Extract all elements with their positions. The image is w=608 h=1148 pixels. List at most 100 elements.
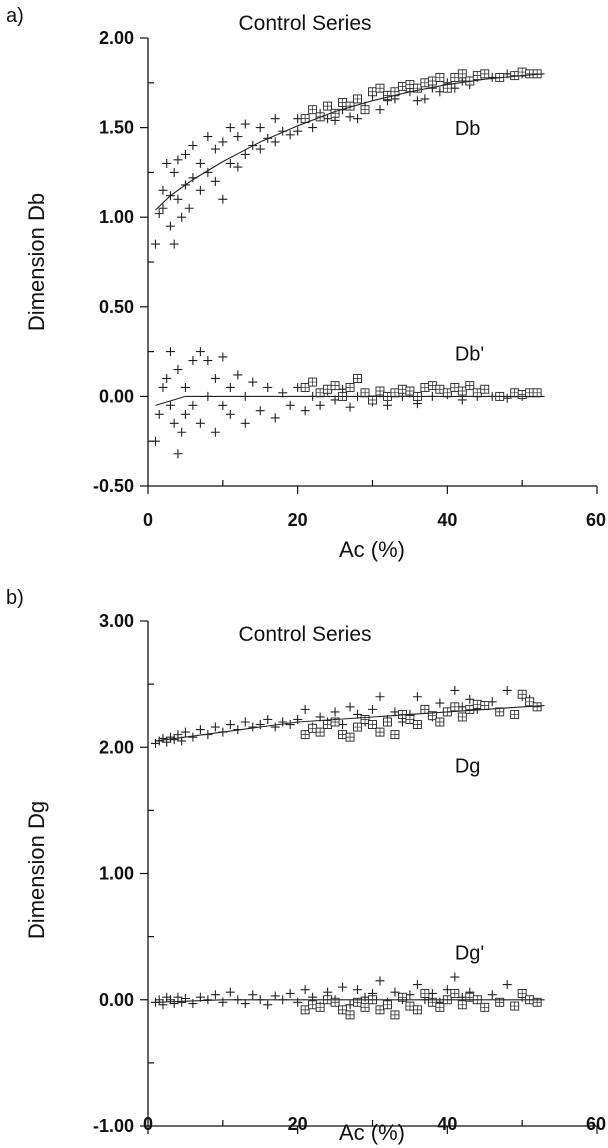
data-point-plus: [308, 123, 318, 133]
data-point-box: [345, 1010, 355, 1020]
data-point-box: [383, 717, 392, 727]
data-point-plus: [285, 130, 295, 140]
data-point-box: [330, 717, 340, 727]
data-point-plus: [154, 409, 164, 419]
series-label: Dg': [455, 942, 484, 964]
data-point-plus: [177, 997, 187, 1007]
x-tick-label: 60: [586, 510, 606, 530]
data-point-plus: [502, 685, 512, 695]
data-point-box: [457, 386, 467, 396]
data-point-plus: [255, 144, 265, 154]
data-point-plus: [353, 985, 363, 995]
data-point-box: [405, 715, 415, 724]
data-point-box: [338, 1005, 348, 1015]
data-point-box: [375, 83, 385, 93]
data-point-box: [420, 78, 430, 88]
data-point-plus: [195, 158, 205, 168]
data-point-plus: [225, 382, 235, 392]
data-point-box: [338, 98, 348, 107]
y-tick-label: 2.00: [99, 737, 134, 757]
chart-panel-0: a) Control Series -0.50 0.00 0.50 1.00 1.50 2.0…: [6, 5, 606, 562]
data-point-plus: [225, 158, 235, 168]
y-axis-label: Dimension Dg: [24, 801, 49, 939]
data-point-plus: [487, 697, 497, 707]
data-point-plus: [300, 985, 310, 995]
data-point-plus: [450, 685, 460, 695]
data-point-box: [375, 386, 385, 396]
data-point-plus: [457, 395, 467, 405]
data-point-plus: [390, 987, 400, 997]
x-tick-label: 0: [143, 510, 153, 530]
data-point-box: [532, 702, 542, 712]
data-point-plus: [412, 980, 422, 990]
data-point-box: [323, 101, 333, 111]
y-tick-label: 3.00: [99, 611, 134, 631]
data-point-box: [405, 386, 415, 396]
data-point-plus: [173, 194, 183, 204]
data-point-box: [405, 1001, 415, 1011]
data-point-plus: [248, 377, 258, 387]
data-point-box: [353, 997, 362, 1007]
data-point-box: [315, 388, 325, 398]
data-point-box: [472, 699, 482, 709]
data-point-plus: [285, 400, 295, 410]
y-tick-label: 0.00: [99, 990, 134, 1010]
data-point-plus: [270, 413, 280, 423]
data-point-box: [300, 730, 310, 740]
data-point-plus: [225, 720, 235, 730]
data-point-plus: [180, 149, 190, 159]
series-label: Dg: [455, 756, 481, 778]
data-point-box: [472, 71, 482, 81]
data-point-box: [510, 709, 520, 719]
data-point-box: [323, 384, 333, 394]
data-point-plus: [154, 209, 164, 219]
data-point-box: [450, 382, 460, 392]
data-point-plus: [435, 698, 445, 708]
y-tick-label: 0.00: [99, 386, 134, 406]
data-point-plus: [188, 356, 198, 366]
data-point-plus: [375, 976, 385, 986]
y-tick-label: -1.00: [93, 1116, 134, 1136]
data-point-box: [412, 720, 422, 729]
data-point-plus: [263, 382, 273, 392]
data-point-box: [435, 72, 445, 82]
data-point-box: [360, 105, 370, 115]
data-point-plus: [368, 704, 377, 714]
data-point-box: [360, 388, 370, 398]
data-point-plus: [405, 990, 415, 1000]
data-point-plus: [345, 402, 355, 412]
data-point-plus: [233, 162, 243, 172]
data-point-plus: [173, 365, 183, 375]
y-axis-label: Dimension Db: [24, 193, 49, 331]
data-point-plus: [420, 94, 430, 104]
data-point-box: [412, 1005, 422, 1015]
y-tick-label: 1.00: [99, 864, 134, 884]
panel-label: a): [6, 5, 24, 27]
x-tick-label: 0: [143, 1114, 153, 1134]
fit-line: [155, 999, 545, 1003]
x-tick-label: 40: [437, 510, 457, 530]
data-point-box: [465, 381, 475, 391]
data-point-plus: [442, 985, 452, 995]
data-point-box: [315, 727, 325, 737]
data-point-plus: [188, 141, 198, 151]
data-point-box: [532, 388, 542, 398]
data-point-plus: [240, 418, 250, 428]
data-point-plus: [450, 83, 460, 93]
data-point-plus: [180, 727, 190, 737]
data-point-plus: [323, 114, 333, 124]
data-point-box: [353, 722, 362, 732]
data-point-box: [450, 702, 460, 712]
data-point-box: [360, 1002, 370, 1012]
data-point-box: [353, 374, 362, 383]
data-point-plus: [345, 702, 355, 712]
data-point-plus: [169, 999, 179, 1009]
data-point-box: [383, 1000, 392, 1010]
chart-panel-1: b) Control Series -1.00 0.00 1.00 2.00 3.00 0 20…: [6, 587, 606, 1145]
data-point-plus: [270, 114, 280, 124]
data-point-plus: [154, 995, 164, 1005]
data-point-plus: [263, 1000, 273, 1010]
data-point-box: [308, 105, 318, 115]
data-point-plus: [162, 992, 172, 1002]
